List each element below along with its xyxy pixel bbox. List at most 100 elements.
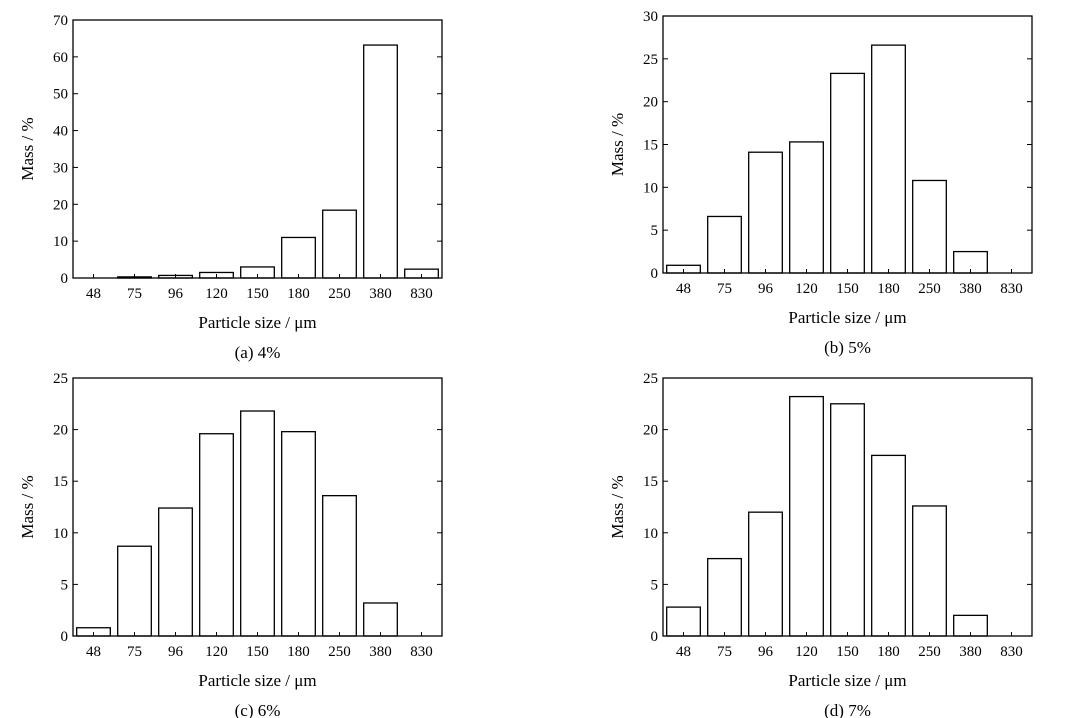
bar-120 — [789, 141, 824, 274]
x-tick-label: 180 — [287, 644, 310, 660]
x-tick-label: 250 — [328, 644, 351, 660]
y-tick-label: 25 — [53, 371, 68, 387]
x-tick-label: 96 — [168, 644, 184, 660]
y-tick-label: 15 — [643, 138, 658, 154]
bar-150 — [240, 410, 275, 637]
bar-180 — [281, 431, 316, 637]
x-tick-label: 380 — [959, 281, 982, 297]
x-tick-label: 75 — [127, 644, 142, 660]
x-tick-label: 380 — [369, 286, 392, 302]
y-tick-label: 15 — [53, 474, 68, 490]
bar-120 — [199, 433, 234, 637]
x-tick-label: 830 — [410, 644, 433, 660]
x-tick-label: 250 — [328, 286, 351, 302]
y-tick-label: 5 — [61, 577, 69, 593]
x-tick-label: 120 — [795, 644, 818, 660]
x-tick-label: 75 — [127, 286, 142, 302]
panel-caption: (a) 4% — [235, 343, 281, 362]
x-tick-label: 150 — [246, 644, 269, 660]
x-tick-label: 830 — [1000, 644, 1023, 660]
y-axis-title: Mass / % — [18, 117, 37, 180]
x-tick-label: 830 — [1000, 281, 1023, 297]
x-axis-title: Particle size / μm — [788, 308, 906, 327]
x-tick-label: 180 — [877, 281, 900, 297]
y-tick-label: 10 — [643, 526, 658, 542]
x-tick-label: 380 — [959, 644, 982, 660]
bar-250 — [322, 209, 357, 279]
bar-180 — [871, 44, 906, 274]
y-tick-label: 5 — [651, 577, 659, 593]
y-tick-label: 20 — [53, 423, 68, 439]
bar-96 — [748, 511, 783, 637]
bar-180 — [871, 454, 906, 637]
chart-panel-a: 0 10 20 30 40 50 60 70 48 75 96 120 150 180 250 380 830 P… — [18, 13, 443, 362]
bar-150 — [830, 403, 865, 637]
y-tick-label: 50 — [53, 87, 68, 103]
y-tick-label: 0 — [651, 266, 659, 282]
bar-250 — [912, 505, 947, 637]
panel-caption: (d) 7% — [824, 701, 871, 718]
x-tick-label: 250 — [918, 281, 941, 297]
y-tick-label: 20 — [643, 95, 658, 111]
y-tick-label: 60 — [53, 50, 68, 66]
x-tick-label: 48 — [676, 644, 691, 660]
x-tick-label: 75 — [717, 644, 732, 660]
x-tick-label: 120 — [205, 644, 228, 660]
bar-75 — [117, 545, 152, 637]
bar-75 — [707, 557, 742, 637]
bar-250 — [322, 494, 357, 637]
chart-panel-d: 0 5 10 15 20 25 48 75 96 120 150 180 250 380 830 Partic… — [608, 371, 1033, 718]
x-tick-label: 120 — [795, 281, 818, 297]
y-axis-title: Mass / % — [608, 475, 627, 538]
bar-120 — [789, 395, 824, 637]
x-axis-title: Particle size / μm — [198, 313, 316, 332]
y-tick-label: 25 — [643, 371, 658, 387]
x-axis-title: Particle size / μm — [198, 671, 316, 690]
bar-75 — [707, 215, 742, 274]
y-tick-label: 0 — [651, 629, 659, 645]
chart-panel-b: 0 5 10 15 20 25 30 48 75 96 120 150 180 250 380 830 Part… — [608, 9, 1033, 357]
bar-250 — [912, 179, 947, 274]
y-tick-label: 10 — [643, 180, 658, 196]
x-tick-label: 830 — [410, 286, 433, 302]
x-tick-label: 380 — [369, 644, 392, 660]
x-tick-label: 96 — [168, 286, 184, 302]
y-tick-label: 10 — [53, 526, 68, 542]
x-tick-label: 250 — [918, 644, 941, 660]
y-tick-label: 70 — [53, 13, 68, 29]
x-tick-label: 150 — [246, 286, 269, 302]
y-axis-title: Mass / % — [608, 113, 627, 176]
bar-96 — [748, 151, 783, 274]
y-tick-label: 5 — [651, 223, 659, 239]
y-tick-label: 30 — [53, 160, 68, 176]
x-tick-label: 48 — [86, 286, 101, 302]
x-tick-label: 180 — [877, 644, 900, 660]
y-tick-label: 15 — [643, 474, 658, 490]
y-tick-label: 40 — [53, 124, 68, 140]
bar-380 — [363, 602, 398, 637]
y-tick-label: 30 — [643, 9, 658, 25]
bar-150 — [830, 72, 865, 274]
panel-caption: (b) 5% — [824, 338, 871, 357]
y-axis-title: Mass / % — [18, 475, 37, 538]
x-tick-label: 150 — [836, 644, 859, 660]
chart-panel-c: 0 5 10 15 20 25 48 75 96 120 150 180 250 380 830 Partic… — [18, 371, 443, 718]
y-tick-label: 25 — [643, 52, 658, 68]
bar-48 — [666, 606, 701, 637]
x-tick-label: 75 — [717, 281, 732, 297]
x-tick-label: 48 — [676, 281, 691, 297]
x-tick-label: 180 — [287, 286, 310, 302]
x-tick-label: 120 — [205, 286, 228, 302]
y-tick-label: 20 — [643, 423, 658, 439]
bar-96 — [158, 507, 193, 637]
x-axis-title: Particle size / μm — [788, 671, 906, 690]
x-tick-label: 48 — [86, 644, 101, 660]
x-tick-label: 150 — [836, 281, 859, 297]
y-tick-label: 0 — [61, 629, 69, 645]
bar-180 — [281, 236, 316, 279]
y-tick-label: 0 — [61, 271, 69, 287]
y-tick-label: 10 — [53, 234, 68, 250]
panel-caption: (c) 6% — [235, 701, 281, 718]
bar-380 — [363, 44, 398, 279]
